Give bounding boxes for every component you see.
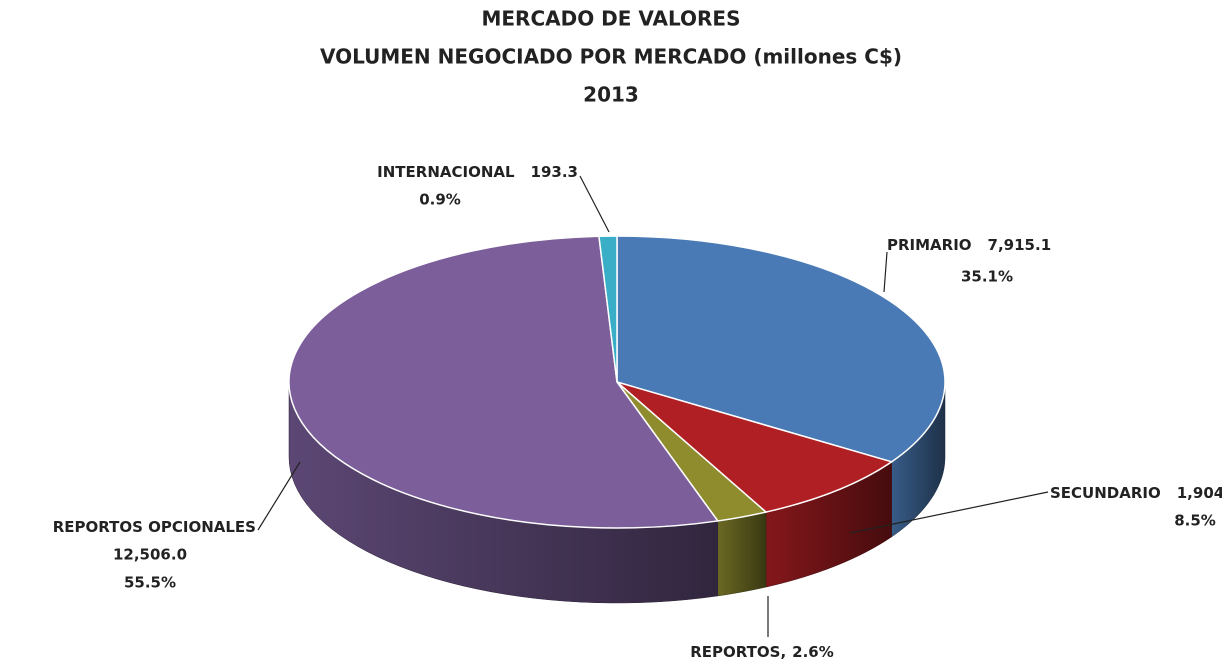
data-label: REPORTOS, 2.6% xyxy=(690,643,834,661)
amount-label: 12,506.0 xyxy=(113,546,187,564)
leader-line xyxy=(849,491,1049,534)
slice-side xyxy=(717,511,767,597)
slice xyxy=(288,235,720,529)
percent-label: 0.9% xyxy=(419,191,461,209)
leader-line xyxy=(579,175,610,233)
data-label: PRIMARIO 7,915.1 xyxy=(887,236,1051,254)
slice xyxy=(598,235,618,383)
category-label: PRIMARIO xyxy=(887,236,972,254)
leader-line xyxy=(257,461,301,531)
amount-label: 193.3 xyxy=(531,163,578,181)
chart-title: 2013 xyxy=(583,83,639,107)
percent-label: 35.1% xyxy=(961,268,1013,286)
percent-label: 55.5% xyxy=(124,574,176,592)
data-label: SECUNDARIO 1,904.4 xyxy=(1050,484,1222,502)
slice xyxy=(616,381,894,513)
amount-label: 7,915.1 xyxy=(988,236,1052,254)
percent-label: 8.5% xyxy=(1174,512,1216,530)
category-label: REPORTOS, xyxy=(690,643,786,661)
data-label: INTERNACIONAL 193.3 xyxy=(377,163,578,181)
amount-label: 1,904.4 xyxy=(1177,484,1222,502)
chart-title: MERCADO DE VALORES xyxy=(481,7,740,31)
category-label: INTERNACIONAL xyxy=(377,163,515,181)
leader-line xyxy=(883,251,888,293)
percent-label: 2.6% xyxy=(792,643,834,661)
category-label: REPORTOS OPCIONALES xyxy=(53,518,256,536)
category-label: SECUNDARIO xyxy=(1050,484,1161,502)
chart-title: VOLUMEN NEGOCIADO POR MERCADO (millones … xyxy=(320,45,902,69)
data-label: REPORTOS OPCIONALES xyxy=(53,518,256,536)
